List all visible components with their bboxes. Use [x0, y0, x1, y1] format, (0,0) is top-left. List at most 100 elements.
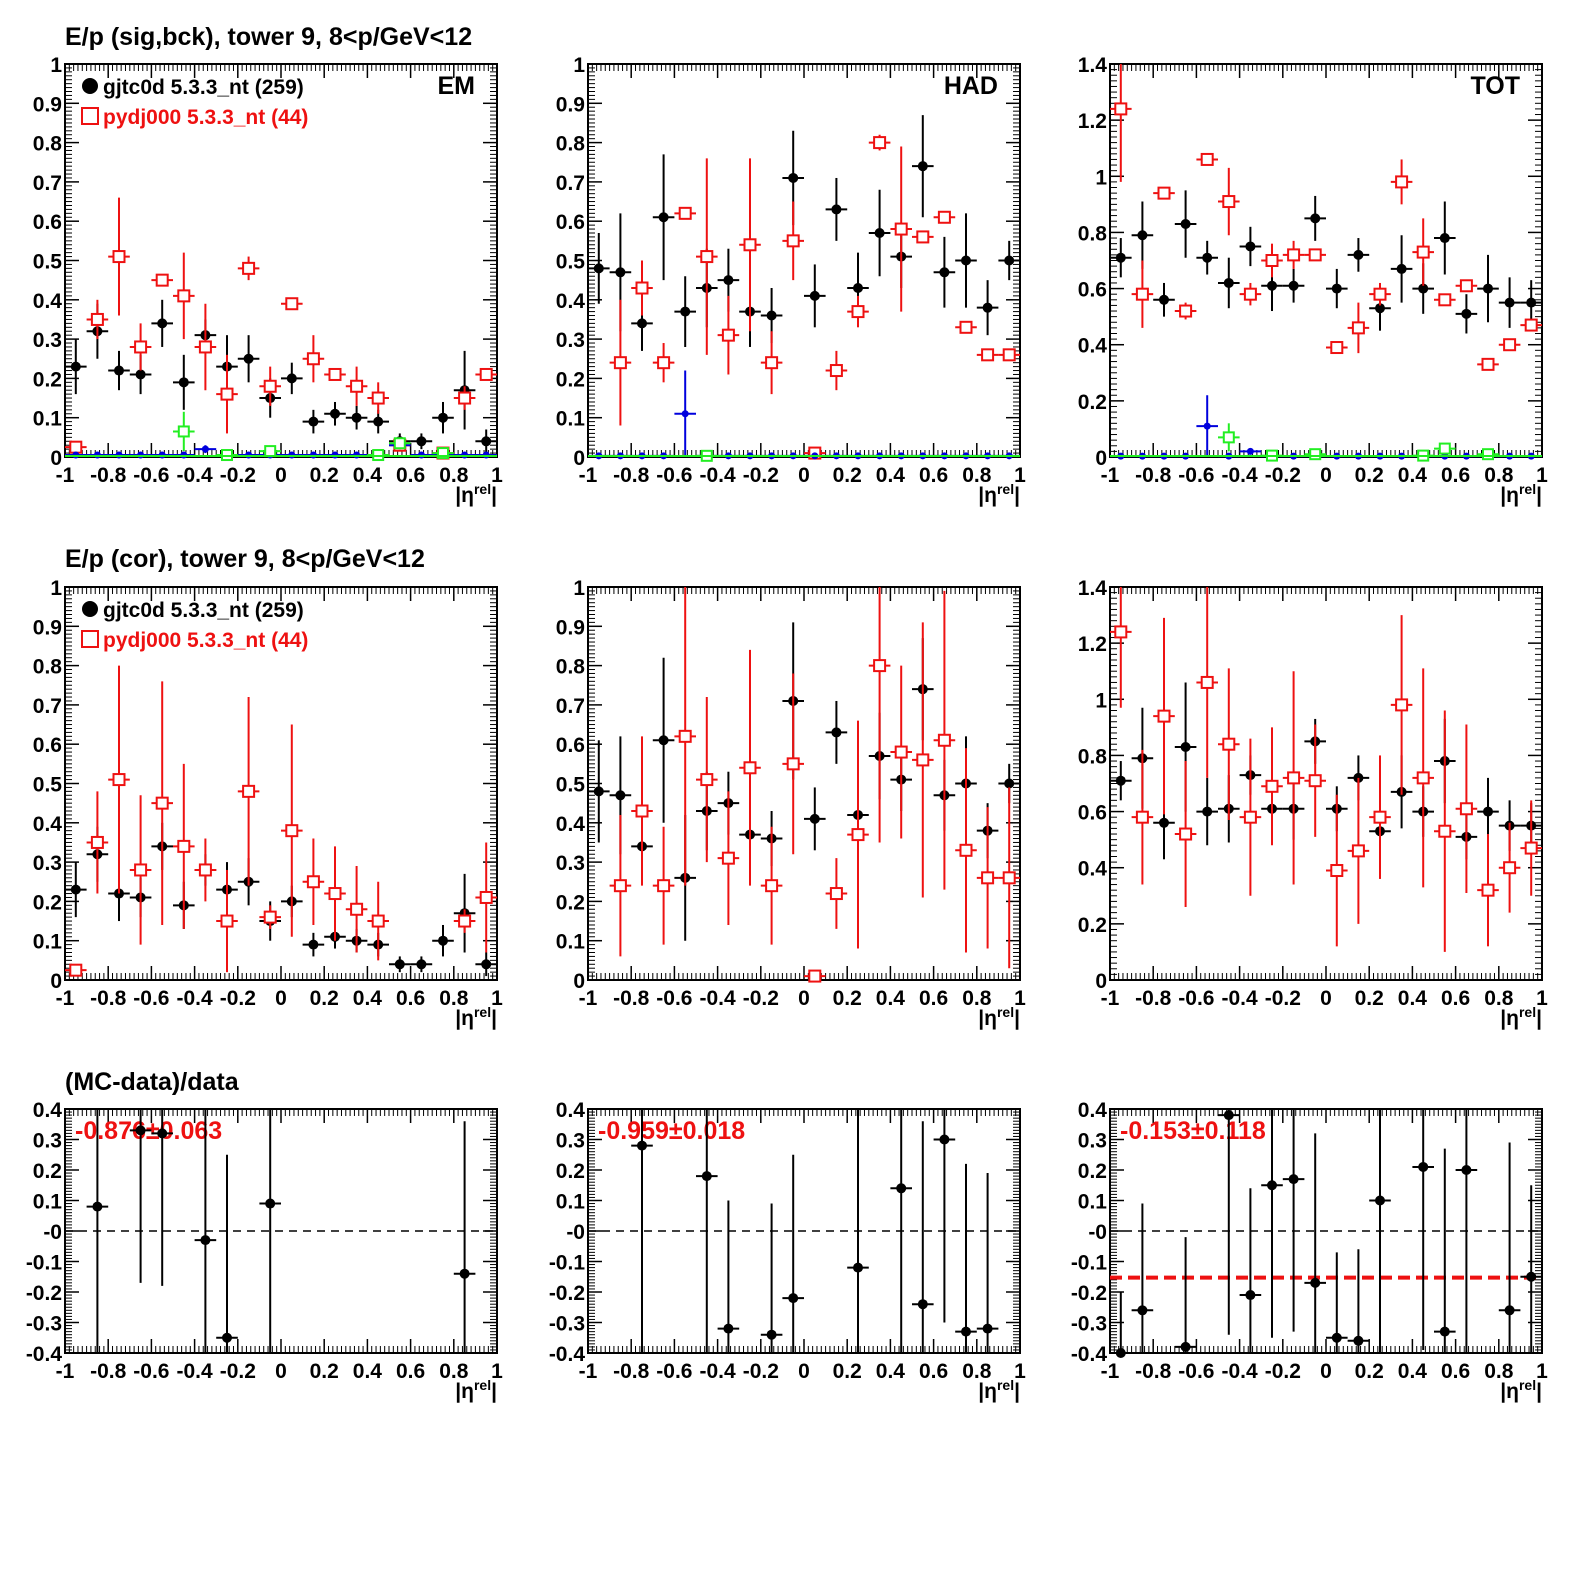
- x-tick-label: -1: [56, 1360, 75, 1383]
- data-point: [1282, 1109, 1305, 1332]
- data-point: [1261, 1109, 1283, 1338]
- data-point: [782, 201, 804, 281]
- data-point: [194, 445, 217, 454]
- marker-open-square: [371, 914, 385, 928]
- y-tick-label: 0: [50, 970, 62, 993]
- y-tick-label: -0.3: [549, 1313, 585, 1336]
- data-point: [588, 740, 610, 843]
- x-tick-label: -0.4: [177, 1360, 214, 1383]
- marker-dot: [1396, 263, 1407, 274]
- marker-open-square: [177, 289, 191, 303]
- data-point: [1347, 777, 1370, 924]
- x-tick-label: 0.2: [1355, 464, 1384, 487]
- marker-small-dot: [201, 445, 209, 453]
- marker-dot: [809, 813, 820, 824]
- data-point: [1498, 338, 1521, 352]
- data-point: [1304, 195, 1326, 241]
- marker-open-square: [1243, 287, 1257, 301]
- marker-dot: [1331, 1332, 1342, 1343]
- x-tick-label: 0.2: [833, 464, 862, 487]
- y-tick-label: 1.4: [1078, 577, 1108, 600]
- data-point: [65, 440, 87, 454]
- marker-dot: [853, 283, 863, 294]
- data-point: [1326, 268, 1348, 309]
- fit-result-label: -0.959±0.018: [598, 1117, 745, 1145]
- series-dot: [1110, 1109, 1542, 1358]
- data-point: [367, 382, 389, 414]
- data-point: [1520, 280, 1542, 326]
- data-point: [782, 673, 804, 855]
- y-tick-label: -0.1: [1071, 1252, 1108, 1275]
- data-point: [1390, 235, 1413, 303]
- marker-small-dot: [681, 410, 689, 418]
- marker-dot: [593, 786, 604, 797]
- marker-dot: [394, 959, 405, 970]
- marker-dot: [961, 1326, 971, 1337]
- data-point: [1477, 254, 1499, 323]
- marker-dot: [1115, 775, 1126, 786]
- x-axis-label: |ηrel|: [978, 481, 1020, 507]
- data-point: [1304, 724, 1326, 837]
- x-tick-label: 0.8: [1484, 464, 1514, 487]
- marker-dot: [788, 1293, 799, 1304]
- x-tick-label: -0.4: [700, 1360, 737, 1383]
- x-tick-label: -0.4: [177, 464, 214, 487]
- marker-dot: [1245, 1290, 1256, 1301]
- x-tick-label: 0.2: [310, 987, 339, 1010]
- data-point: [868, 189, 891, 277]
- data-point: [1347, 1249, 1370, 1353]
- marker-open-square: [1351, 321, 1365, 335]
- marker-open-square: [134, 340, 148, 354]
- data-point: [1347, 238, 1370, 272]
- marker-open-square: [981, 348, 995, 362]
- y-tick-label: -0.3: [26, 1313, 62, 1336]
- plot-tot_cor: 00.20.40.60.811.21.4-1 -0.8 -0.6 -0.4 -0.2 0 0…: [1078, 577, 1548, 1030]
- data-point: [1455, 724, 1478, 893]
- marker-dot: [351, 412, 362, 423]
- marker-dot: [1202, 806, 1213, 817]
- data-point: [1455, 279, 1478, 293]
- marker-open-square: [1524, 318, 1538, 332]
- y-tick-label: 0.5: [556, 251, 586, 274]
- data-point: [1326, 794, 1348, 947]
- data-point: [1434, 201, 1456, 275]
- x-axis-label-bar: |: [1536, 1380, 1542, 1403]
- x-tick-label: 1: [1014, 987, 1026, 1010]
- marker-open-square: [177, 425, 190, 438]
- data-point: [173, 763, 195, 929]
- x-axis-label-sup: rel: [1519, 481, 1536, 497]
- data-point: [847, 295, 869, 328]
- data-point: [933, 210, 956, 224]
- data-point: [324, 367, 346, 381]
- x-tick-label: 0: [1320, 987, 1332, 1010]
- marker-open-square: [1287, 771, 1301, 785]
- marker-open-square: [894, 745, 908, 759]
- data-point: [453, 386, 476, 410]
- x-tick-label: -0.6: [133, 464, 169, 487]
- marker-open-square: [155, 273, 169, 287]
- marker-open-square: [765, 879, 779, 893]
- marker-dot: [1202, 252, 1213, 263]
- marker-open-square: [916, 230, 930, 244]
- data-point: [389, 437, 411, 450]
- marker-open-square: [1200, 152, 1214, 166]
- data-point: [998, 787, 1020, 969]
- x-tick-label: 0.8: [1484, 1360, 1514, 1383]
- marker-dot: [70, 361, 81, 372]
- marker-dot: [723, 1323, 734, 1334]
- x-tick-label: 0.6: [1441, 464, 1470, 487]
- data-point: [976, 348, 999, 362]
- y-tick-label: -0.1: [549, 1252, 586, 1275]
- marker-open-square: [177, 839, 191, 853]
- marker-open-square: [371, 391, 385, 405]
- marker-open-square: [263, 379, 277, 393]
- data-point: [1174, 190, 1197, 258]
- panel-label-had: HAD: [944, 72, 998, 100]
- data-point: [1412, 218, 1434, 286]
- data-point: [1261, 243, 1283, 278]
- x-tick-label: 0.4: [1398, 987, 1428, 1010]
- data-point: [717, 791, 740, 925]
- marker-open-square: [90, 835, 104, 849]
- marker-dot: [416, 959, 427, 970]
- data-point: [998, 348, 1020, 362]
